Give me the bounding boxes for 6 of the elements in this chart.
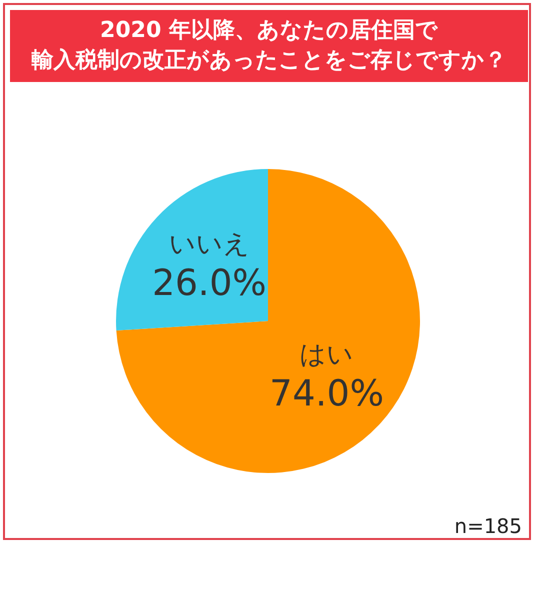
chart-title: 2020 年以降、あなたの居住国で輸入税制の改正があったことをご存じですか？	[32, 17, 506, 75]
data-label: 74.0%	[270, 374, 384, 415]
slice-label: いいえ	[168, 230, 250, 260]
slice-label: はい	[300, 340, 354, 370]
data-label: 26.0%	[152, 263, 266, 304]
text: n=185	[454, 514, 522, 538]
